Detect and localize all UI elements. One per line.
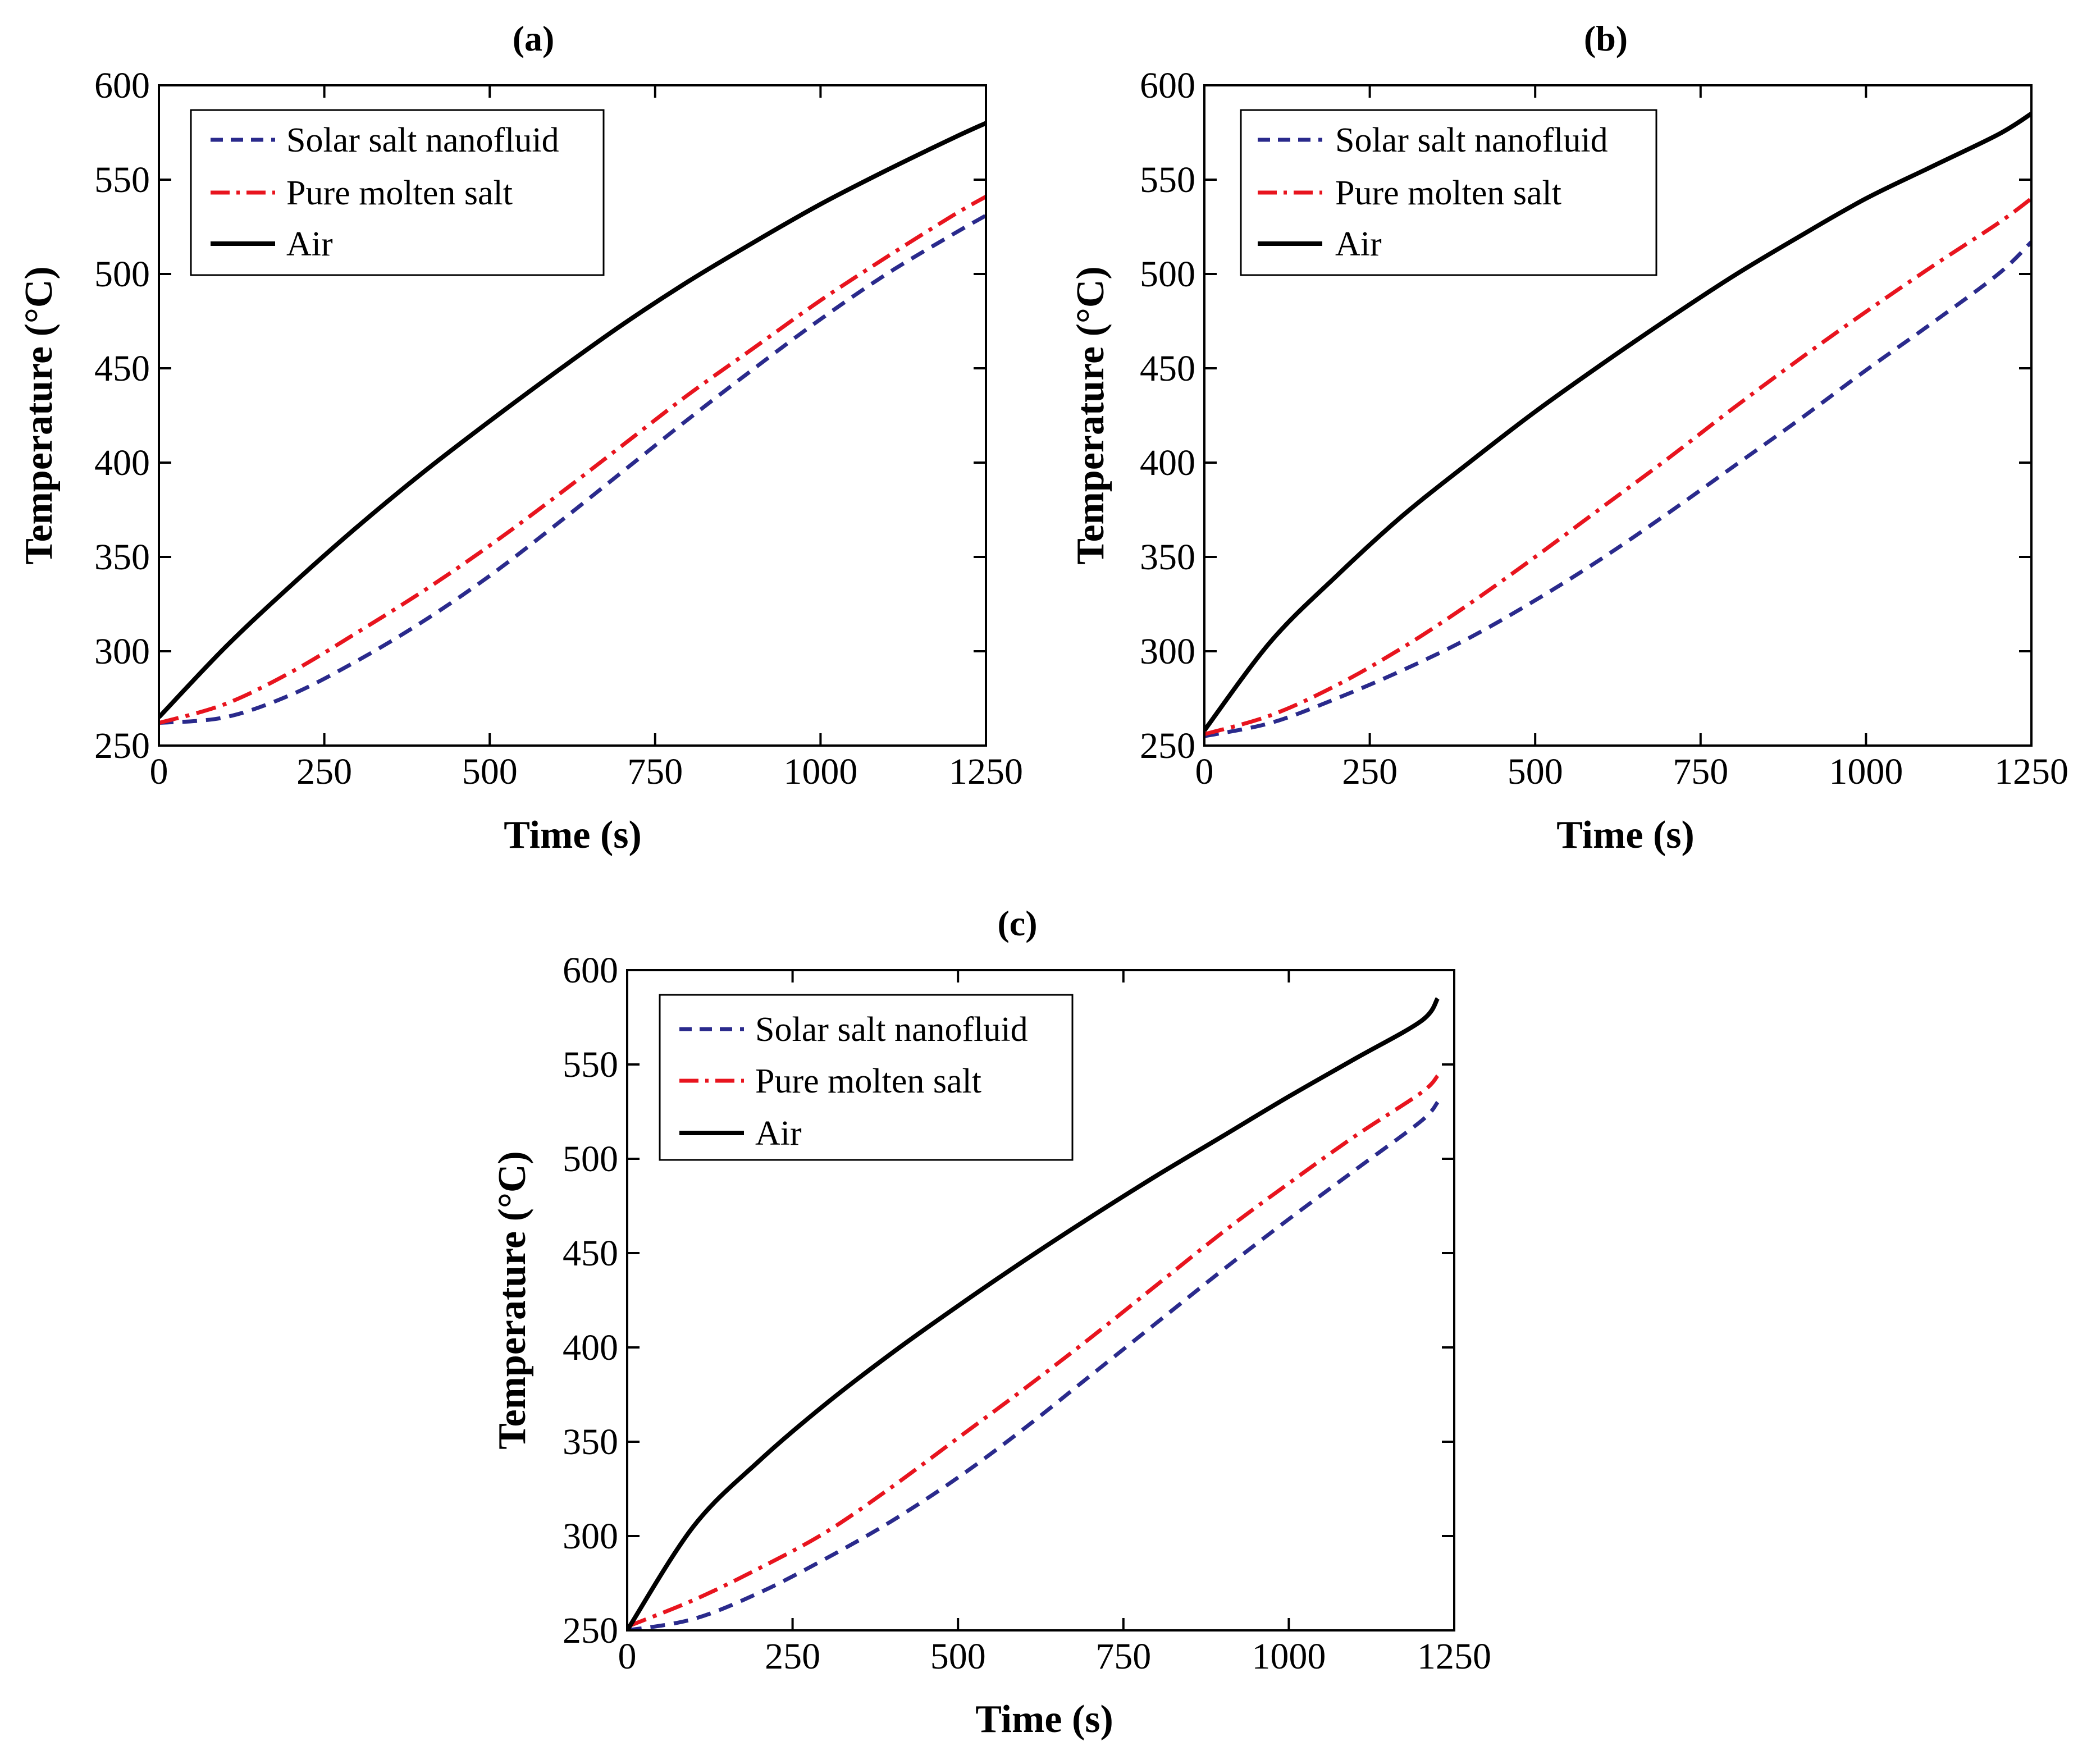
x-tick-label: 750 [1673,751,1728,792]
legend-label-air: Air [1335,225,1382,263]
chart-panel-a: (a) 0 250 500 750 1000 1250250300350400450500… [17,19,1023,857]
y-tick-label: 250 [563,1610,618,1651]
y-tick-label: 300 [563,1516,618,1557]
legend-label-air: Air [755,1114,802,1153]
chart-panel-c: (c) 0 250 500 750 1000 1250250300350400450500… [491,903,1491,1741]
x-tick-label: 250 [296,751,352,792]
y-tick-label: 250 [94,725,150,766]
legend-label-air: Air [286,225,333,263]
y-tick-label: 500 [94,254,150,295]
legend-label-nanofluid: Solar salt nanofluid [1335,121,1608,159]
x-tick-label: 1250 [1417,1636,1491,1677]
legend-label-molten-salt: Pure molten salt [1335,174,1561,212]
y-tick-label: 250 [1140,725,1195,766]
y-tick-label: 300 [1140,631,1195,672]
series-layer [627,997,1440,1630]
x-tick-label: 1250 [1994,751,2068,792]
y-tick-label: 500 [1140,254,1195,295]
y-tick-label: 350 [94,537,150,578]
y-tick-label: 450 [1140,348,1195,389]
x-tick-label: 0 [1195,751,1214,792]
series-line-pure-molten-salt [1204,196,2031,737]
x-tick-label: 0 [150,751,168,792]
chart-title: (a) [513,19,555,58]
x-tick-label: 1000 [1829,751,1903,792]
y-tick-label: 500 [563,1139,618,1180]
y-tick-label: 350 [1140,537,1195,578]
ticks: 0 250 500 750 1000 12502503003504004505005506… [94,65,1023,792]
chart-panel-b: (b) 0 250 500 750 1000 1250250300350400450500… [1069,19,2068,857]
plot-frame [158,84,987,747]
ticks: 0 250 500 750 1000 12502503003504004505005506… [1140,65,2068,792]
x-tick-label: 1000 [1252,1636,1326,1677]
series-line-air [1204,112,2031,732]
series-line-solar-salt-nanofluid [627,1100,1440,1630]
series-layer [1204,112,2031,738]
legend-label-molten-salt: Pure molten salt [286,174,513,212]
x-tick-label: 1000 [783,751,857,792]
legend-label-nanofluid: Solar salt nanofluid [755,1011,1028,1049]
y-tick-label: 600 [1140,65,1195,106]
x-axis-label: Time (s) [504,814,642,857]
y-axis-label: Temperature (°C) [17,266,61,565]
legend-label-molten-salt: Pure molten salt [755,1062,981,1100]
series-line-air [627,997,1440,1630]
x-tick-label: 250 [1342,751,1398,792]
y-tick-label: 450 [94,348,150,389]
legend: Solar salt nanofluid Pure molten salt Ai… [659,994,1074,1161]
x-tick-label: 750 [1095,1636,1151,1677]
legend-label-nanofluid: Solar salt nanofluid [286,121,559,159]
y-axis-label: Temperature (°C) [491,1151,534,1450]
y-tick-label: 350 [563,1422,618,1463]
y-tick-label: 550 [563,1044,618,1085]
y-tick-label: 400 [563,1327,618,1368]
ticks: 0 250 500 750 1000 12502503003504004505005506… [563,950,1491,1677]
series-line-solar-salt-nanofluid [1204,240,2031,738]
chart-title: (c) [997,903,1037,943]
x-tick-label: 0 [618,1636,637,1677]
y-tick-label: 600 [94,65,150,106]
x-tick-label: 500 [930,1636,986,1677]
series-layer [159,121,986,725]
x-tick-label: 750 [627,751,683,792]
y-tick-label: 600 [563,950,618,991]
y-tick-label: 300 [94,631,150,672]
y-axis-label: Temperature (°C) [1069,266,1112,565]
x-tick-label: 500 [1508,751,1563,792]
chart-title: (b) [1584,19,1628,58]
y-tick-label: 550 [94,159,150,200]
x-axis-label: Time (s) [1556,814,1695,857]
x-tick-label: 250 [765,1636,820,1677]
x-tick-label: 500 [462,751,518,792]
legend: Solar salt nanofluid Pure molten salt Ai… [1240,109,1657,276]
legend: Solar salt nanofluid Pure molten salt Ai… [190,109,605,276]
y-tick-label: 400 [94,442,150,483]
y-tick-label: 550 [1140,159,1195,200]
series-line-air [159,121,986,719]
x-axis-label: Time (s) [975,1698,1113,1741]
series-line-solar-salt-nanofluid [159,213,986,725]
y-tick-label: 450 [563,1233,618,1274]
x-tick-label: 1250 [949,751,1023,792]
plot-frame [1203,84,2033,747]
y-tick-label: 400 [1140,442,1195,483]
plot-frame [626,969,1455,1632]
series-line-pure-molten-salt [627,1074,1440,1629]
